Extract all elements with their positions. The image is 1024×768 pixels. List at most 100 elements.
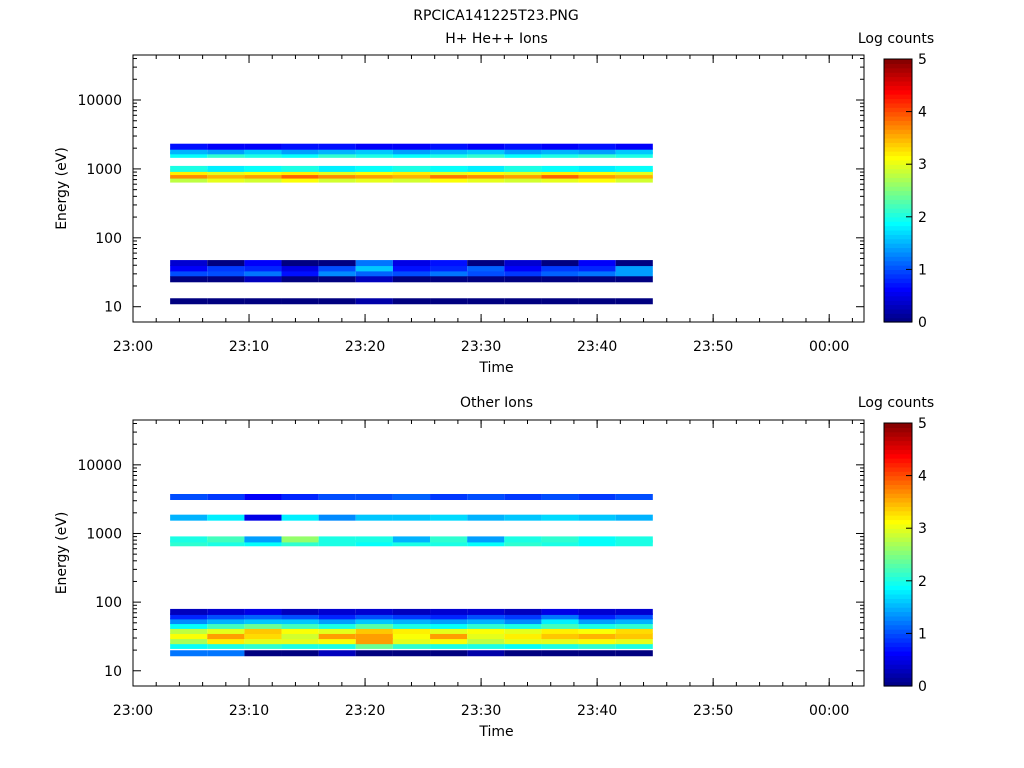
heatmap-cell: [170, 608, 208, 615]
colorbar-segment: [884, 423, 912, 428]
x-tick-label: 23:40: [577, 339, 617, 355]
heatmap-cell: [504, 540, 542, 547]
colorbar-segment: [884, 190, 912, 196]
heatmap-cell: [430, 642, 468, 649]
heatmap-cell: [207, 540, 245, 547]
colorbar-segment: [884, 554, 912, 560]
heatmap-cell: [541, 172, 579, 179]
heatmap-cell: [504, 514, 542, 521]
colorbar-frame: [883, 58, 913, 323]
heatmap-cell: [170, 265, 208, 272]
heatmap-cell: [504, 638, 542, 645]
colorbar-segment: [884, 107, 912, 113]
heatmap-cell: [467, 276, 505, 283]
heatmap-cell: [281, 642, 319, 649]
heatmap-cell: [578, 622, 616, 629]
heatmap-cell: [207, 298, 245, 305]
heatmap-cell: [318, 265, 356, 272]
heatmap-cell: [244, 165, 282, 172]
colorbar-segment: [884, 427, 912, 433]
colorbar-segment: [884, 668, 912, 674]
colorbar-segment: [884, 436, 912, 442]
y-tick-label: 100: [95, 595, 122, 611]
heatmap-cell: [541, 298, 579, 305]
heatmap-cell: [244, 176, 282, 183]
heatmap-cell: [430, 260, 468, 267]
heatmap-cell: [504, 608, 542, 615]
heatmap-cell: [430, 608, 468, 615]
heatmap-cell: [170, 151, 208, 158]
colorbar-segment: [884, 256, 912, 262]
heatmap-cell: [504, 172, 542, 179]
colorbar-segment: [884, 558, 912, 564]
heatmap-cell: [318, 650, 356, 657]
colorbar-tick-label: 5: [918, 416, 927, 432]
heatmap-cell: [467, 169, 505, 176]
heatmap-cell: [281, 494, 319, 501]
colorbar-segment: [884, 484, 912, 490]
heatmap-cell: [244, 618, 282, 625]
colorbar-segment: [884, 80, 912, 86]
heatmap-cell: [392, 613, 431, 620]
plot-frame: [132, 54, 865, 323]
colorbar-tick-label: 4: [918, 105, 927, 121]
y-tick-label: 10: [104, 300, 122, 316]
colorbar-segment: [884, 260, 912, 266]
heatmap-cell: [318, 298, 356, 305]
heatmap-cell: [541, 148, 579, 155]
heatmap-cell: [392, 265, 431, 272]
heatmap-cell: [578, 608, 616, 615]
heatmap-cell: [244, 608, 282, 615]
heatmap-cell: [281, 613, 319, 620]
colorbar-tick-label: 5: [918, 52, 927, 68]
heatmap-cell: [615, 633, 653, 640]
heatmap-cell: [541, 540, 579, 547]
colorbar-segment: [884, 238, 912, 244]
x-tick-label: 00:00: [809, 703, 849, 719]
colorbar-segment: [884, 672, 912, 678]
colorbar-segment: [884, 659, 912, 665]
heatmap-cell: [578, 613, 616, 620]
heatmap-cell: [207, 608, 245, 615]
heatmap-cell: [541, 270, 579, 277]
heatmap-cell: [355, 536, 393, 543]
heatmap-cell: [318, 627, 356, 634]
heatmap-cell: [170, 650, 208, 657]
heatmap-cell: [578, 169, 616, 176]
heatmap-cell: [504, 298, 542, 305]
heatmap-cell: [467, 618, 505, 625]
heatmap-cell: [430, 265, 468, 272]
heatmap-cell: [207, 276, 245, 283]
colorbar-segment: [884, 580, 912, 586]
colorbar-segment: [884, 655, 912, 661]
colorbar-segment: [884, 168, 912, 174]
heatmap-cell: [615, 618, 653, 625]
heatmap-cell: [430, 148, 468, 155]
y-tick-label: 1000: [86, 526, 122, 542]
heatmap-cell: [318, 608, 356, 615]
colorbar-segment: [884, 251, 912, 257]
heatmap-cell: [392, 618, 431, 625]
heatmap-cell: [355, 260, 393, 267]
colorbar-tick-label: 0: [918, 679, 927, 695]
heatmap-cell: [318, 169, 356, 176]
colorbar: 0 1 2 3 4 5 Log counts: [858, 395, 934, 695]
heatmap-cell: [541, 638, 579, 645]
heatmap-cell: [578, 536, 616, 543]
heatmap-cell: [170, 540, 208, 547]
heatmap-cell: [207, 176, 245, 183]
heatmap-cell: [207, 514, 245, 521]
colorbar-segment: [884, 159, 912, 165]
heatmap-cell: [392, 627, 431, 634]
colorbar-segment: [884, 89, 912, 95]
colorbar-segment: [884, 453, 912, 459]
colorbar-segment: [884, 629, 912, 634]
heatmap-cell: [170, 260, 208, 267]
heatmap-cell: [504, 618, 542, 625]
heatmap-cell: [244, 622, 282, 629]
heatmap-cell: [541, 143, 579, 150]
colorbar-segment: [884, 313, 912, 319]
plot-frame: [132, 419, 865, 687]
colorbar-segment: [884, 234, 912, 240]
colorbar-tick-label: 2: [918, 210, 927, 226]
